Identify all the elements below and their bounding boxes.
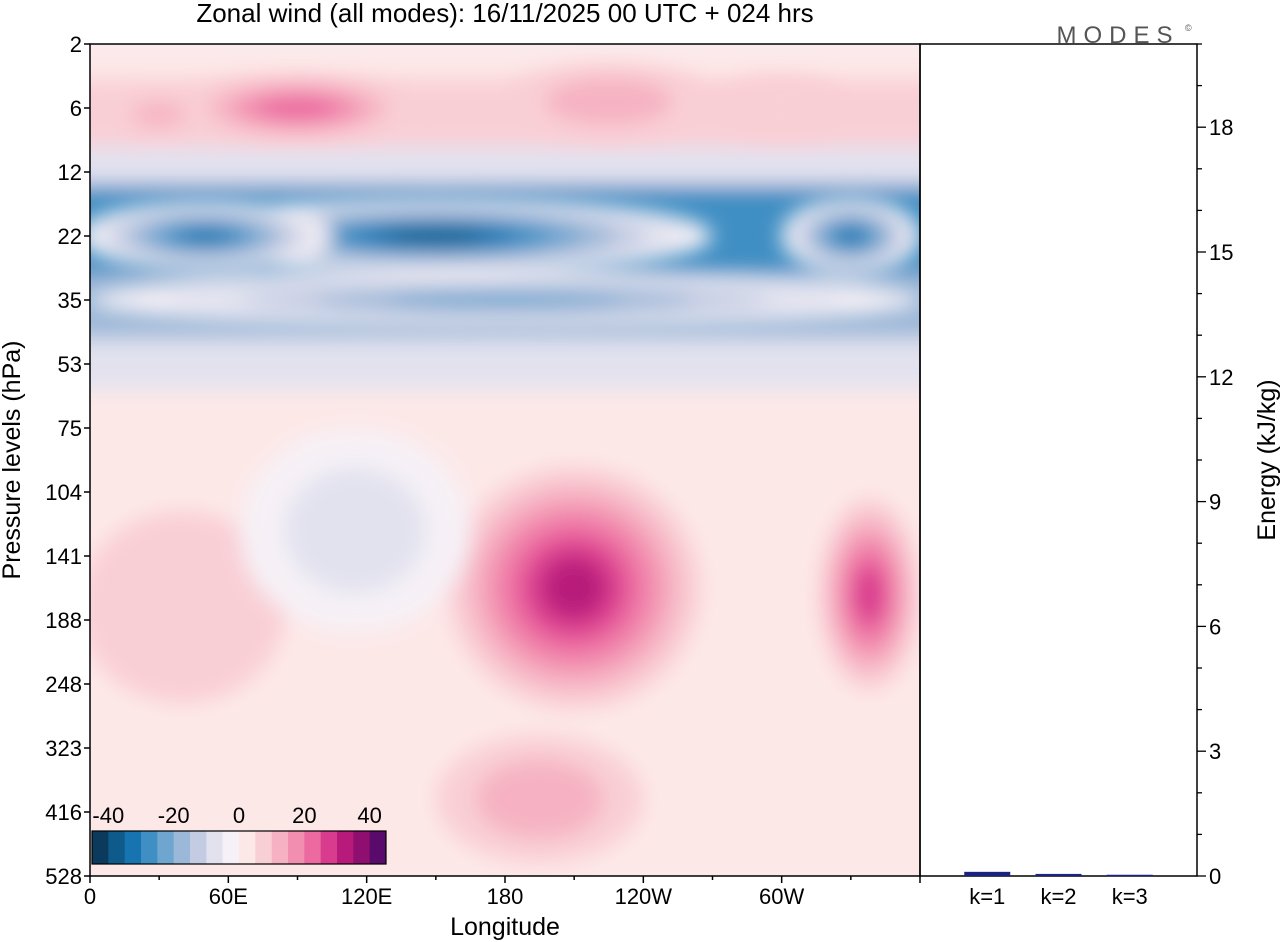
y-tick-label: 104	[45, 480, 82, 505]
colorbar-swatch	[239, 831, 256, 864]
colorbar: -40 -20 0 20 40	[91, 803, 387, 865]
y-tick-label: 188	[45, 608, 82, 633]
wind-contour	[386, 292, 624, 308]
colorbar-swatch	[271, 831, 289, 864]
colorbar-swatch	[337, 831, 354, 864]
wind-band	[90, 338, 920, 390]
x-tick-label: 60W	[759, 884, 804, 909]
wind-feature	[818, 498, 920, 691]
wind-feature	[90, 200, 333, 272]
energy-category-label: k=1	[969, 884, 1005, 909]
registered-mark-icon: ©	[1185, 23, 1192, 33]
colorbar-swatch	[190, 831, 207, 864]
energy-tick-label: 18	[1209, 115, 1233, 140]
colorbar-swatch	[222, 831, 240, 864]
colorbar-swatch	[92, 831, 109, 864]
wind-feature	[239, 428, 471, 633]
colorbar-swatch	[320, 831, 338, 864]
wind-band	[90, 146, 920, 185]
chart-title: Zonal wind (all modes): 16/11/2025 00 UT…	[196, 0, 813, 28]
colorbar-swatch	[173, 831, 191, 864]
energy-axis-label: Energy (kJ/kg)	[1253, 379, 1280, 540]
energy-category-label: k=2	[1040, 884, 1076, 909]
wind-contour	[543, 558, 605, 618]
wind-feature	[447, 466, 701, 710]
wind-contour	[257, 96, 338, 120]
colorbar-swatch	[157, 831, 175, 864]
longitude-axis: 0 60E 120E 180 120W 60W	[84, 876, 921, 909]
wind-feature	[781, 197, 920, 275]
energy-bar	[964, 871, 1011, 876]
energy-tick-label: 12	[1209, 365, 1233, 390]
wind-feature	[182, 76, 413, 140]
energy-axis: 0 3 6 9 12 15 18	[1197, 43, 1233, 889]
y-tick-label: 528	[45, 864, 82, 889]
y-tick-label: 53	[58, 352, 82, 377]
energy-tick-label: 0	[1209, 864, 1221, 889]
modes-logo: MODES	[1056, 22, 1179, 49]
wind-feature-layer	[90, 63, 920, 864]
y-tick-label: 141	[45, 544, 82, 569]
energy-tick-label: 9	[1209, 490, 1221, 515]
x-tick-label: 120W	[615, 884, 673, 909]
colorbar-label: 40	[357, 803, 381, 828]
y-axis-label: Pressure levels (hPa)	[0, 341, 26, 580]
energy-tick-label: 15	[1209, 240, 1233, 265]
wind-contour	[712, 76, 851, 140]
y-tick-label: 35	[58, 288, 82, 313]
colorbar-swatch	[304, 831, 322, 864]
wind-contour	[178, 228, 232, 244]
x-tick-label: 60E	[209, 884, 248, 909]
colorbar-label: 0	[233, 803, 245, 828]
colorbar-frame	[91, 830, 387, 865]
x-tick-label: 0	[84, 884, 96, 909]
colorbar-swatch	[288, 831, 305, 864]
wind-feature	[712, 76, 851, 140]
x-tick-label: 120E	[341, 884, 392, 909]
y-tick-label: 22	[58, 224, 82, 249]
wind-feature	[113, 95, 206, 134]
energy-tick-label: 3	[1209, 739, 1221, 764]
colorbar-swatch	[108, 831, 126, 864]
wind-contour	[475, 759, 604, 839]
colorbar-swatch	[124, 831, 142, 864]
wind-feature	[435, 735, 644, 864]
wind-contour	[836, 227, 866, 245]
energy-bar	[1035, 873, 1082, 876]
x-axis-label: Longitude	[450, 913, 560, 941]
energy-bar	[1106, 874, 1153, 877]
zonal-wind-heatmap	[90, 44, 920, 876]
y-tick-label: 416	[45, 800, 82, 825]
colorbar-swatch	[369, 831, 387, 864]
colorbar-swatch	[255, 831, 273, 864]
wind-feature	[90, 511, 286, 704]
colorbar-label: -20	[158, 803, 190, 828]
colorbar-label: -40	[92, 803, 124, 828]
wind-contour	[384, 228, 488, 244]
y-tick-label: 248	[45, 672, 82, 697]
wind-contour	[544, 77, 673, 126]
energy-tick-label: 6	[1209, 614, 1221, 639]
energy-bars: k=1 k=2 k=3	[964, 871, 1153, 909]
wind-contour	[854, 566, 884, 622]
wind-contour	[90, 511, 286, 704]
wind-feature	[505, 63, 713, 140]
y-tick-label: 6	[70, 96, 82, 121]
colorbar-label: 20	[292, 803, 316, 828]
y-tick-label: 2	[70, 32, 82, 57]
wind-contour	[284, 467, 427, 594]
y-tick-label: 75	[58, 416, 82, 441]
y-tick-label: 323	[45, 736, 82, 761]
colorbar-swatch	[353, 831, 371, 864]
pressure-axis: 2 6 12 22 35 53 75 104 141 188 248 323 416 528	[45, 32, 90, 889]
energy-category-label: k=3	[1112, 884, 1148, 909]
y-tick-label: 12	[58, 160, 82, 185]
wind-contour	[130, 102, 188, 127]
wind-feature	[90, 274, 920, 326]
colorbar-swatch	[206, 831, 224, 864]
colorbar-swatch	[141, 831, 158, 864]
x-tick-label: 180	[487, 884, 524, 909]
energy-panel-frame	[919, 43, 1198, 877]
